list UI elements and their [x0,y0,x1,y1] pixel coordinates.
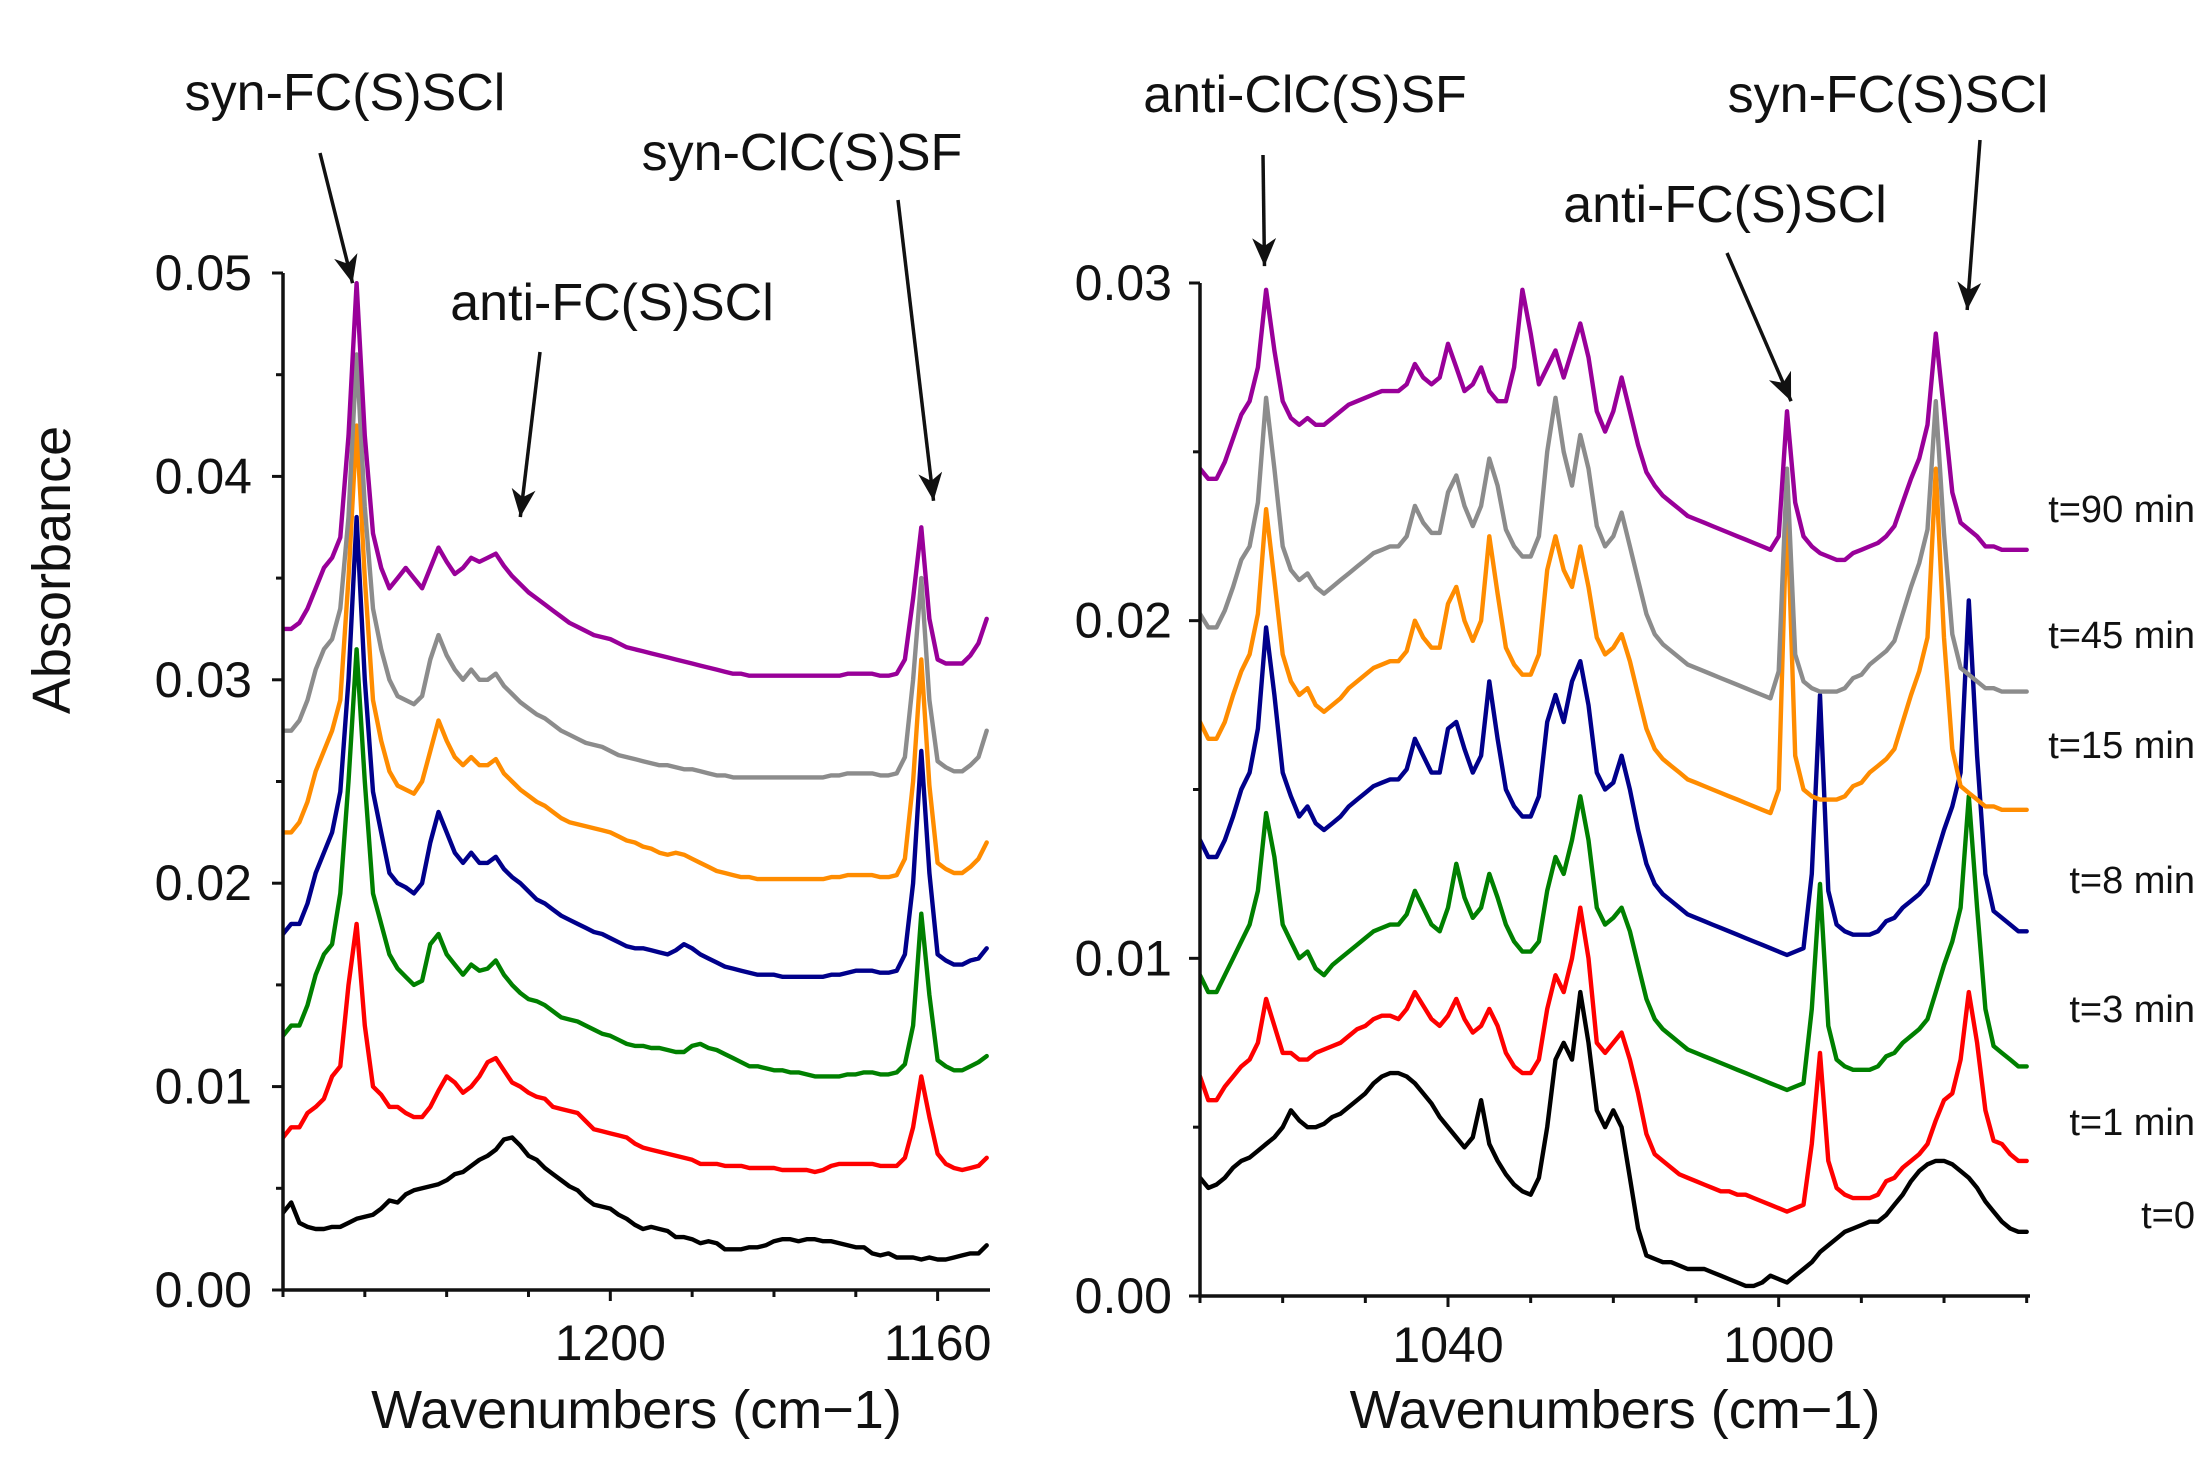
series-t-8-min-line [1200,598,2029,958]
y-tick-label: 0.01 [1075,930,1172,986]
x-axis-label: Wavenumbers (cm−1) [1350,1380,1881,1440]
annotation-arrow [1957,139,1982,311]
annotation-arrow [896,199,943,502]
time-label: t=1 min [2069,1102,2195,1144]
annotation-arrow [511,351,542,518]
y-tick-label: 0.03 [1075,255,1172,311]
series-t-3-min-line [283,647,989,1079]
left-spectrum-panel: 0.00 0.01 0.02 0.03 0.04 0.05 1200 1160 Wavenumb… [22,64,991,1440]
series-t-45-min-line [1200,395,2029,701]
y-tick-label: 0.04 [155,448,252,504]
y-tick-label: 0.05 [155,245,252,301]
right-spectrum-panel: 0.00 0.01 0.02 0.03 1040 1000 Wavenumbers (cm−… [1075,66,2195,1440]
y-tick-label: 0.00 [155,1262,252,1318]
series-t-15-min-line [1200,466,2029,816]
y-tick-label: 0.03 [155,652,252,708]
peak-annotation-label: anti-FC(S)SCl [1563,176,1887,234]
series-t-3-min-line [1200,794,2029,1093]
y-tick-label: 0.02 [155,855,252,911]
series-t-0-line [283,1135,989,1262]
series-t-45-min-line [283,352,989,780]
trace-layer [283,281,989,1262]
peak-annotation-label: syn-FC(S)SCl [185,64,506,122]
annotation-arrow [1252,154,1277,267]
series-t-90-min-line [283,281,989,678]
time-label: t=15 min [2048,725,2195,767]
x-tick-label: 1040 [1392,1317,1503,1373]
peak-annotation-label: anti-FC(S)SCl [450,274,774,332]
series-t-1-min-line [1200,905,2029,1214]
annotation-arrow [1725,252,1793,402]
y-axis-label: Absorbance [22,426,82,714]
time-label: t=90 min [2048,489,2195,531]
series-t-1-min-line [283,921,989,1175]
y-tick-label: 0.01 [155,1059,252,1115]
time-label: t=45 min [2048,615,2195,657]
series-t-90-min-line [1200,287,2029,563]
y-tick-label: 0.02 [1075,593,1172,649]
y-tick-label: 0.00 [1075,1268,1172,1324]
time-label: t=0 [2141,1195,2195,1237]
peak-annotation-label: syn-ClC(S)SF [642,124,963,182]
series-t-0-line [1200,989,2029,1289]
trace-layer [1200,287,2029,1289]
annotation-arrow [318,152,358,284]
series-t-8-min-line [283,514,989,979]
peak-annotation-label: anti-ClC(S)SF [1143,66,1467,124]
time-label: t=3 min [2069,989,2195,1031]
x-tick-label: 1200 [555,1315,666,1371]
time-label: t=8 min [2069,860,2195,902]
x-tick-label: 1160 [884,1315,992,1371]
x-tick-label: 1000 [1723,1317,1834,1373]
peak-annotation-label: syn-FC(S)SCl [1728,66,2049,124]
x-axis-label: Wavenumbers (cm−1) [371,1380,902,1440]
series-t-15-min-line [283,423,989,882]
